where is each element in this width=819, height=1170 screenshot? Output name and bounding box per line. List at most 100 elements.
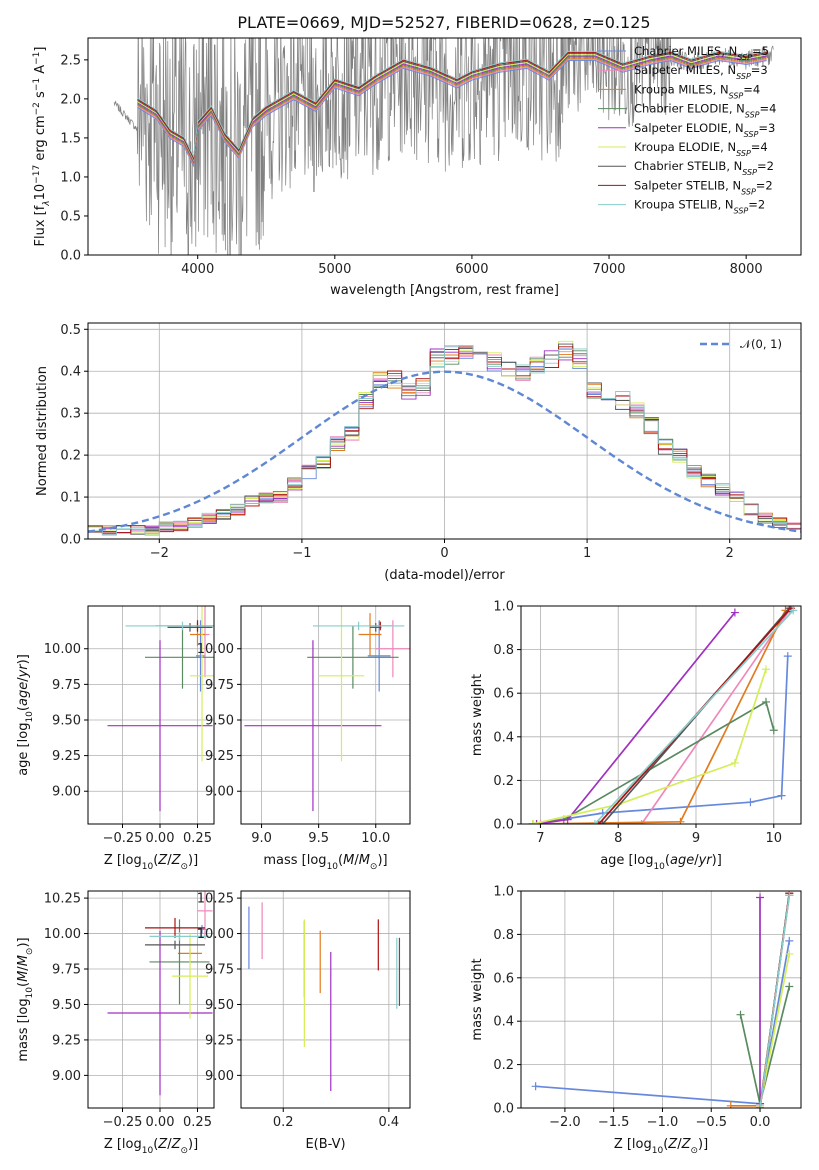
panel-mass_vs_ebv: 0.2 0.4 9.00 9.25 9.50 9.75 10.00 10.25 E(B-V): [197, 890, 411, 1152]
plot-area: [244, 606, 410, 812]
weight-line-1: [540, 609, 790, 824]
y-tick-label: 10.25: [197, 892, 234, 907]
model-spectrum-6: [137, 53, 767, 161]
weight-marker-1: [637, 820, 646, 824]
y-tick-label: 9.25: [52, 749, 81, 764]
x-tick-label: 10.0: [361, 831, 390, 846]
weight-marker-4: [563, 815, 572, 824]
y-tick-label: 0.6: [493, 687, 514, 702]
model-spectrum-8: [137, 50, 767, 159]
y-tick-label: 0.0: [60, 533, 81, 548]
x-tick-label: 6000: [455, 262, 488, 277]
legend-entry-2: Kroupa MILES, NSSP=4: [634, 82, 760, 100]
y-tick-label: 2.0: [60, 92, 81, 107]
y-tick-label: 0.4: [493, 730, 514, 745]
x-tick-label: 9.0: [251, 831, 272, 846]
x-axis-label: wavelength [Angstrom, rest frame]: [330, 283, 559, 298]
y-tick-label: 10.00: [44, 642, 81, 657]
x-tick-label: 5000: [318, 262, 351, 277]
plot-area: [107, 891, 213, 1096]
weight-line-5: [532, 668, 767, 824]
legend-entry-5: Kroupa ELODIE, NSSP=4: [634, 140, 768, 158]
weight-line-2: [536, 610, 787, 824]
y-tick-label: 9.25: [205, 749, 234, 764]
weight-marker-5: [762, 665, 770, 674]
x-axis-label: mass [log10(M/M⊙)]: [263, 853, 387, 872]
weight-marker-3: [785, 982, 794, 991]
x-tick-label: 0.25: [183, 831, 212, 846]
weight-marker-3: [769, 726, 778, 735]
y-tick-label: 1.0: [493, 600, 514, 615]
histogram-8: [88, 344, 801, 539]
panel-mass_vs_Z: −0.25 0.00 0.25 9.00 9.25 9.50 9.75 10.00 10.25 Z…: [16, 890, 215, 1156]
y-axis-label: mass weight: [470, 958, 485, 1040]
y-tick-label: 0.0: [493, 1102, 514, 1117]
panel-massweight_vs_age: 7 8 9 10 0.0 0.2 0.4 0.6 0.8 1.0 age [log10(age/yr…: [470, 600, 802, 872]
axes-frame: [240, 890, 411, 1109]
weight-marker-4: [532, 820, 541, 824]
axes-frame: [240, 605, 411, 825]
x-tick-label: 0.2: [273, 1115, 294, 1130]
x-tick-label: 2: [726, 546, 734, 561]
y-tick-label: 0.6: [493, 971, 514, 986]
plot-area: [88, 340, 801, 539]
weight-marker-2: [676, 817, 685, 824]
y-tick-label: 1.0: [493, 885, 514, 900]
weight-marker-3: [762, 697, 770, 706]
legend-entry-8: Kroupa STELIB, NSSP=2: [634, 198, 765, 216]
x-tick-label: −1.0: [647, 1115, 679, 1130]
axes-frame: [87, 605, 215, 825]
weight-marker-0: [783, 652, 792, 661]
x-tick-label: −0.25: [103, 1115, 143, 1130]
y-tick-label: 9.75: [205, 678, 234, 693]
panel-age_vs_mass: 9.0 9.5 10.0 9.00 9.25 9.50 9.75 10.00 mass [log…: [197, 605, 411, 872]
x-tick-label: 9.5: [308, 831, 329, 846]
y-tick-label: 10.00: [197, 927, 234, 942]
legend-entry-6: Chabrier STELIB, NSSP=2: [634, 159, 774, 177]
y-tick-label: 9.75: [52, 678, 81, 693]
model-spectrum-7: [137, 51, 767, 160]
x-tick-label: 0.25: [183, 1115, 212, 1130]
model-spectrum-3: [137, 56, 767, 165]
x-tick-label: −2.0: [549, 1115, 581, 1130]
weight-marker-7: [594, 820, 603, 824]
legend-entry-1: Salpeter MILES, NSSP=3: [634, 63, 768, 81]
x-tick-label: 8000: [730, 262, 763, 277]
y-tick-label: 0.8: [493, 928, 514, 943]
y-tick-label: 9.50: [52, 713, 81, 728]
weight-marker-0: [777, 791, 786, 800]
y-tick-label: 9.50: [205, 713, 234, 728]
y-tick-label: 9.75: [52, 963, 81, 978]
y-axis-label: Normed distribution: [35, 366, 50, 496]
plot-area: [531, 891, 794, 1108]
y-axis-label: age [log10(age/yr)]: [16, 654, 35, 776]
x-axis-label: Z [log10(Z/Z⊙)]: [104, 853, 198, 872]
y-tick-label: 0.5: [60, 323, 81, 338]
x-tick-label: 0.0: [750, 1115, 771, 1130]
legend-label: 𝒩(0, 1): [740, 337, 782, 351]
panel-residuals: −2 −1 0 1 2 0.0 0.1 0.2 0.3 0.4 0.5 (data-model)/er…: [35, 322, 802, 583]
y-tick-label: 9.00: [205, 1069, 234, 1084]
y-tick-label: 0.4: [493, 1015, 514, 1030]
panel-spectrum: 4000 5000 6000 7000 8000 0.0 0.5 1.0 1.5 2.0 2.5 wa…: [32, 37, 802, 298]
plot-area: [248, 902, 401, 1091]
y-axis-label: mass [log10(M/M⊙)]: [16, 937, 35, 1061]
x-axis-label: (data-model)/error: [384, 568, 505, 583]
y-axis-label: mass weight: [470, 674, 485, 756]
plot-area: [107, 606, 214, 812]
model-spectrum-1: [137, 59, 767, 167]
model-spectrum-0: [137, 60, 767, 168]
y-tick-label: 9.00: [52, 1069, 81, 1084]
plot-area: [113, 38, 774, 255]
x-axis-label: E(B-V): [305, 1137, 345, 1152]
plot-area: [528, 606, 798, 824]
gaussian-curve: [88, 370, 801, 533]
figure-title: PLATE=0669, MJD=52527, FIBERID=0628, z=0…: [237, 13, 650, 32]
y-tick-label: 2.5: [60, 53, 81, 68]
weight-line-8: [594, 609, 794, 824]
y-tick-label: 0.5: [60, 209, 81, 224]
x-axis-label: Z [log10(Z/Z⊙)]: [104, 1137, 198, 1156]
axes-frame: [520, 890, 802, 1109]
y-tick-label: 0.3: [60, 407, 81, 422]
model-spectrum-2: [137, 57, 767, 166]
